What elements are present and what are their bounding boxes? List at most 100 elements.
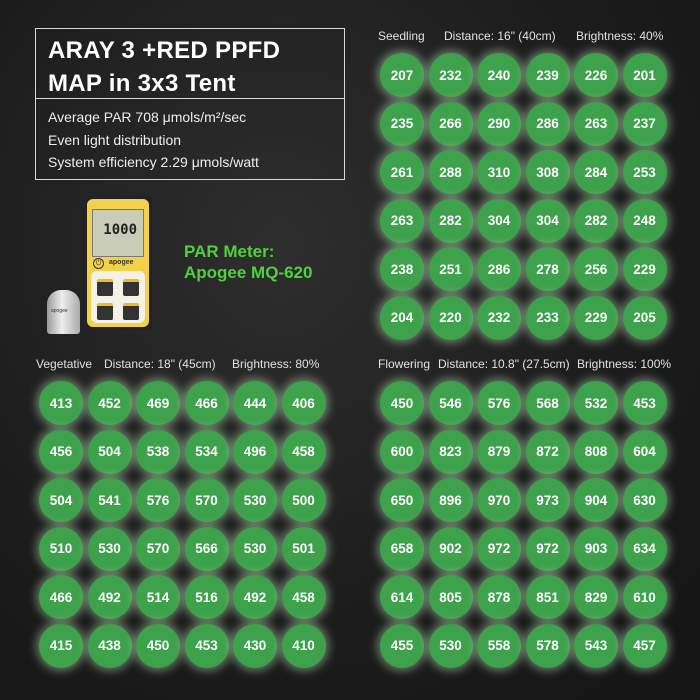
ppfd-reading-circle: 510 [39, 526, 83, 571]
ppfd-reading-circle: 500 [281, 478, 326, 522]
ppfd-reading-circle: 282 [574, 198, 618, 243]
ppfd-reading-circle: 504 [39, 478, 83, 522]
ppfd-reading-circle: 304 [477, 198, 521, 243]
title-line-2: MAP in 3x3 Tent [48, 70, 236, 97]
ppfd-reading-circle: 288 [428, 150, 473, 194]
ppfd-reading-circle: 453 [622, 381, 667, 425]
ppfd-reading-circle: 450 [136, 623, 180, 668]
stage-label: Vegetative [36, 357, 93, 371]
ppfd-reading-circle: 879 [477, 429, 521, 474]
ppfd-reading-circle: 466 [39, 575, 83, 619]
ppfd-reading-circle: 229 [574, 295, 618, 340]
ppfd-reading-circle: 226 [574, 53, 618, 97]
distance-label: Distance: 18" (45cm) [104, 357, 216, 371]
meter-down-key-icon [123, 303, 139, 320]
ppfd-reading-circle: 310 [477, 150, 521, 194]
brightness-label: Brightness: 40% [576, 29, 664, 43]
ppfd-reading-circle: 829 [574, 575, 618, 619]
ppfd-reading-circle: 516 [184, 575, 229, 619]
ppfd-reading-circle: 290 [477, 101, 521, 146]
flowering-ppfd-grid: 450 546 576 568 532 453 600 823 879 872 808 604 650 8… [380, 381, 667, 668]
ppfd-reading-circle: 286 [477, 247, 521, 291]
ppfd-reading-circle: 878 [477, 575, 521, 619]
ppfd-reading-circle: 532 [574, 381, 618, 425]
ppfd-reading-circle: 308 [525, 150, 570, 194]
ppfd-reading-circle: 282 [428, 198, 473, 243]
ppfd-reading-circle: 238 [380, 247, 424, 291]
ppfd-reading-circle: 455 [380, 623, 424, 668]
ppfd-reading-circle: 406 [281, 381, 326, 425]
meter-reading: 1000 [103, 222, 137, 238]
title-line-1: ARAY 3 +RED PPFD [48, 37, 281, 64]
ppfd-reading-circle: 972 [477, 526, 521, 571]
ppfd-reading-circle: 530 [428, 623, 473, 668]
ppfd-reading-circle: 570 [136, 526, 180, 571]
ppfd-reading-circle: 263 [380, 198, 424, 243]
ppfd-reading-circle: 534 [184, 429, 229, 474]
title-details: Average PAR 708 μmols/m²/sec Even light … [36, 99, 344, 174]
ppfd-reading-circle: 568 [525, 381, 570, 425]
meter-screen: 1000 [92, 209, 144, 257]
ppfd-reading-circle: 286 [525, 101, 570, 146]
ppfd-reading-circle: 504 [87, 429, 132, 474]
ppfd-reading-circle: 232 [477, 295, 521, 340]
detail-distribution: Even light distribution [48, 131, 182, 148]
ppfd-reading-circle: 233 [525, 295, 570, 340]
ppfd-reading-circle: 410 [281, 623, 326, 668]
ppfd-reading-circle: 278 [525, 247, 570, 291]
par-meter-device-image: 1000 ⏻ apogee [84, 196, 152, 330]
brightness-label: Brightness: 100% [577, 357, 672, 371]
ppfd-reading-circle: 457 [622, 623, 667, 668]
ppfd-reading-circle: 902 [428, 526, 473, 571]
ppfd-reading-circle: 232 [428, 53, 473, 97]
ppfd-reading-circle: 253 [622, 150, 667, 194]
ppfd-reading-circle: 466 [184, 381, 229, 425]
ppfd-reading-circle: 614 [380, 575, 424, 619]
ppfd-reading-circle: 634 [622, 526, 667, 571]
ppfd-reading-circle: 469 [136, 381, 180, 425]
ppfd-reading-circle: 530 [87, 526, 132, 571]
ppfd-reading-circle: 541 [87, 478, 132, 522]
ppfd-reading-circle: 415 [39, 623, 83, 668]
par-meter-model: Apogee MQ-620 [184, 263, 313, 282]
ppfd-reading-circle: 235 [380, 101, 424, 146]
ppfd-reading-circle: 576 [477, 381, 521, 425]
ppfd-reading-circle: 903 [574, 526, 618, 571]
ppfd-reading-circle: 251 [428, 247, 473, 291]
ppfd-reading-circle: 237 [622, 101, 667, 146]
stage-label: Seedling [378, 29, 425, 43]
ppfd-reading-circle: 600 [380, 429, 424, 474]
ppfd-reading-circle: 973 [525, 478, 570, 522]
meter-up-key-icon [123, 279, 139, 296]
ppfd-reading-circle: 201 [622, 53, 667, 97]
ppfd-reading-circle: 450 [380, 381, 424, 425]
ppfd-reading-circle: 501 [281, 526, 326, 571]
ppfd-reading-circle: 458 [281, 429, 326, 474]
vegetative-ppfd-grid: 413 452 469 466 444 406 456 504 538 534 496 458 504 5… [39, 381, 326, 668]
ppfd-reading-circle: 570 [184, 478, 229, 522]
ppfd-reading-circle: 805 [428, 575, 473, 619]
ppfd-reading-circle: 456 [39, 429, 83, 474]
ppfd-reading-circle: 229 [622, 247, 667, 291]
seedling-ppfd-grid: 207 232 240 239 226 201 235 266 290 286 263 237 261 2… [380, 53, 667, 340]
ppfd-reading-circle: 413 [39, 381, 83, 425]
ppfd-reading-circle: 452 [87, 381, 132, 425]
ppfd-reading-circle: 266 [428, 101, 473, 146]
ppfd-reading-circle: 220 [428, 295, 473, 340]
brightness-label: Brightness: 80% [232, 357, 320, 371]
par-meter-label: PAR Meter: Apogee MQ-620 [184, 241, 312, 283]
par-meter-label-line-1: PAR Meter: [184, 242, 275, 261]
meter-key-icon [97, 303, 113, 320]
ppfd-reading-circle: 808 [574, 429, 618, 474]
ppfd-reading-circle: 496 [233, 429, 277, 474]
ppfd-reading-circle: 543 [574, 623, 618, 668]
ppfd-reading-circle: 604 [622, 429, 667, 474]
ppfd-reading-circle: 207 [380, 53, 424, 97]
ppfd-reading-circle: 444 [233, 381, 277, 425]
ppfd-reading-circle: 578 [525, 623, 570, 668]
ppfd-reading-circle: 970 [477, 478, 521, 522]
ppfd-reading-circle: 823 [428, 429, 473, 474]
ppfd-reading-circle: 558 [477, 623, 521, 668]
quantum-sensor-image: apogee [47, 290, 80, 334]
ppfd-reading-circle: 530 [233, 478, 277, 522]
